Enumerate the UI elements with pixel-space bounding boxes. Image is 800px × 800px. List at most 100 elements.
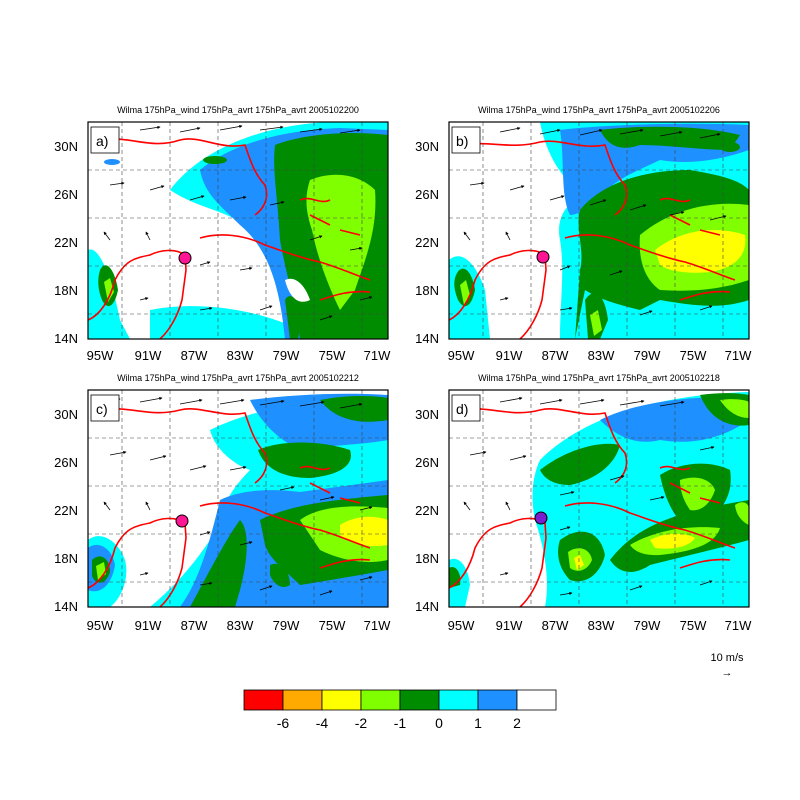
coastlines-c [88,408,371,607]
svg-text:22N: 22N [54,503,78,518]
gridlines-d [449,390,749,607]
colorbar-label: -1 [394,715,407,731]
map-frame-c [87,389,389,608]
svg-text:71W: 71W [725,618,752,633]
colorbar-swatch [477,689,518,711]
colorbar-label: -6 [277,715,290,731]
panel-label-box-a [90,126,120,154]
svg-text:79W: 79W [273,618,300,633]
svg-text:18N: 18N [54,551,78,566]
svg-text:95W: 95W [87,618,114,633]
colorbar-swatch [438,689,479,711]
lon-tick-labels-a: 95W 91W 87W 83W 79W 75W 71W [87,348,391,363]
lon-tick-labels-b: 95W 91W 87W 83W 79W 75W 71W [448,348,752,363]
coastlines-a [88,138,371,339]
panel-title-b: Wilma 175hPa_wind 175hPa_avrt 175hPa_avr… [478,105,720,115]
svg-text:91W: 91W [135,618,162,633]
panel-label-a: a) [96,133,108,149]
lat-tick-labels-b: 14N 18N 22N 26N 30N [415,139,439,346]
lat-tick-labels-a: 14N 18N 22N 26N 30N [54,139,78,346]
svg-text:87W: 87W [542,618,569,633]
panel-b: Wilma 175hPa_wind 175hPa_avrt 175hPa_avr… [415,105,752,363]
svg-text:26N: 26N [54,187,78,202]
svg-text:83W: 83W [227,348,254,363]
svg-text:14N: 14N [415,599,439,614]
colorbar-swatch [321,689,362,711]
svg-text:14N: 14N [415,331,439,346]
colorbar-swatch [399,689,440,711]
storm-marker-b [536,250,550,264]
colorbar-labels: -6 -4 -2 -1 0 1 2 [277,715,521,731]
panel-label-box-c [90,394,120,422]
map-frame-a [87,121,389,340]
colorbar-label: -2 [355,715,368,731]
svg-text:18N: 18N [54,283,78,298]
svg-text:30N: 30N [54,407,78,422]
svg-text:75W: 75W [319,618,346,633]
panel-label-b: b) [456,133,468,149]
svg-text:26N: 26N [54,455,78,470]
svg-text:91W: 91W [135,348,162,363]
colorbar-swatch [360,689,401,711]
svg-text:71W: 71W [364,618,391,633]
svg-text:22N: 22N [415,235,439,250]
svg-text:22N: 22N [54,235,78,250]
svg-text:95W: 95W [448,348,475,363]
panel-title-d: Wilma 175hPa_wind 175hPa_avrt 175hPa_avr… [478,373,720,383]
svg-text:71W: 71W [364,348,391,363]
svg-text:14N: 14N [54,331,78,346]
colorbar-swatch [516,689,557,711]
svg-text:26N: 26N [415,187,439,202]
panel-label-d: d) [456,401,468,417]
storm-marker-c [175,514,189,528]
svg-text:26N: 26N [415,455,439,470]
wind-vectors-b [459,126,727,316]
svg-text:75W: 75W [680,348,707,363]
gridlines-b [449,122,749,339]
gridlines-a [88,122,388,339]
gridlines-c [88,390,388,607]
lat-tick-labels-c: 14N 18N 22N 26N 30N [54,407,78,614]
colorbar-swatch [243,689,284,711]
svg-text:83W: 83W [227,618,254,633]
storm-marker-a [178,251,192,265]
panel-c: Wilma 175hPa_wind 175hPa_avrt 175hPa_avr… [54,373,391,633]
svg-text:95W: 95W [448,618,475,633]
svg-text:22N: 22N [415,503,439,518]
colorbar: -6 -4 -2 -1 0 1 2 [243,689,557,731]
svg-text:95W: 95W [87,348,114,363]
svg-text:87W: 87W [542,348,569,363]
svg-text:87W: 87W [181,618,208,633]
colorbar-swatch [282,689,323,711]
svg-text:18N: 18N [415,551,439,566]
reference-vector-arrow: → [722,667,733,679]
svg-text:83W: 83W [588,348,615,363]
svg-text:91W: 91W [496,348,523,363]
storm-marker-d [534,511,548,525]
panel-title-c: Wilma 175hPa_wind 175hPa_avrt 175hPa_avr… [117,373,359,383]
svg-text:30N: 30N [54,139,78,154]
panel-d: Wilma 175hPa_wind 175hPa_avrt 175hPa_avr… [415,373,752,633]
panel-title-a: Wilma 175hPa_wind 175hPa_avrt 175hPa_avr… [117,105,359,115]
svg-text:75W: 75W [319,348,346,363]
colorbar-label: 2 [513,715,521,731]
panel-label-box-d [451,394,481,422]
vorticity-field-a [88,122,388,339]
lon-tick-labels-d: 95W 91W 87W 83W 79W 75W 71W [448,618,752,633]
wind-vectors-d [459,396,715,596]
svg-text:71W: 71W [725,348,752,363]
map-frame-b [448,121,750,340]
panel-a: Wilma 175hPa_wind 175hPa_avrt 175hPa_avr… [54,105,391,363]
svg-text:18N: 18N [415,283,439,298]
colorbar-label: 1 [474,715,482,731]
svg-text:79W: 79W [634,348,661,363]
map-frame-d [448,389,750,608]
vorticity-field-d [449,390,749,607]
lon-tick-labels-c: 95W 91W 87W 83W 79W 75W 71W [87,618,391,633]
svg-text:30N: 30N [415,139,439,154]
svg-text:79W: 79W [273,348,300,363]
colorbar-label: 0 [435,715,443,731]
panel-label-c: c) [96,401,108,417]
vorticity-field-b [449,122,749,339]
